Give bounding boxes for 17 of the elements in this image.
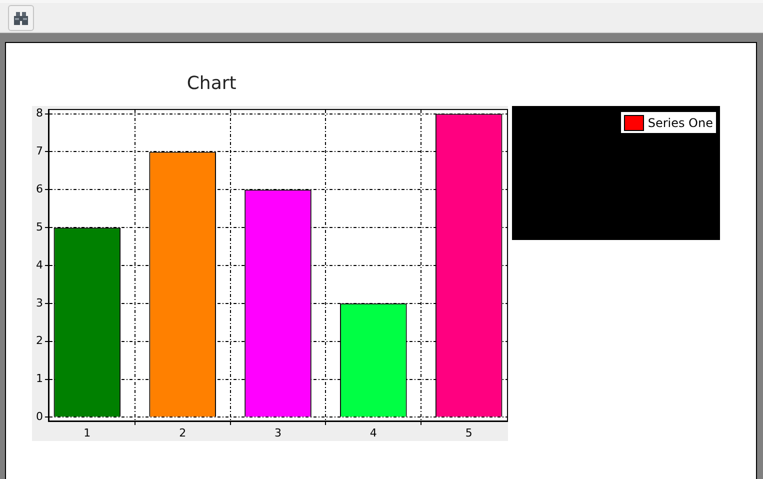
x-tick-label: 1	[84, 426, 91, 440]
y-tick-label: 4	[36, 258, 43, 272]
y-tick-label: 8	[36, 106, 43, 120]
x-tick-label: 4	[370, 426, 377, 440]
chart-title: Chart	[186, 73, 236, 94]
legend-box: Series One	[512, 106, 720, 240]
x-tick-label: 3	[274, 426, 282, 440]
page: 1 2 3 4 5 0 1 2 3 4 5 6 7 8 Chart Series One	[5, 42, 757, 479]
y-tick-label: 2	[36, 334, 43, 348]
x-tick-label: 2	[179, 426, 186, 440]
x-tick-label: 5	[465, 426, 472, 440]
y-tick-label: 6	[36, 182, 43, 196]
y-tick-label: 3	[36, 296, 43, 310]
y-tick-label: 7	[36, 144, 43, 158]
y-tick-label: 0	[36, 410, 43, 424]
y-tick-label: 5	[36, 220, 43, 234]
y-tick-label: 1	[36, 372, 43, 386]
